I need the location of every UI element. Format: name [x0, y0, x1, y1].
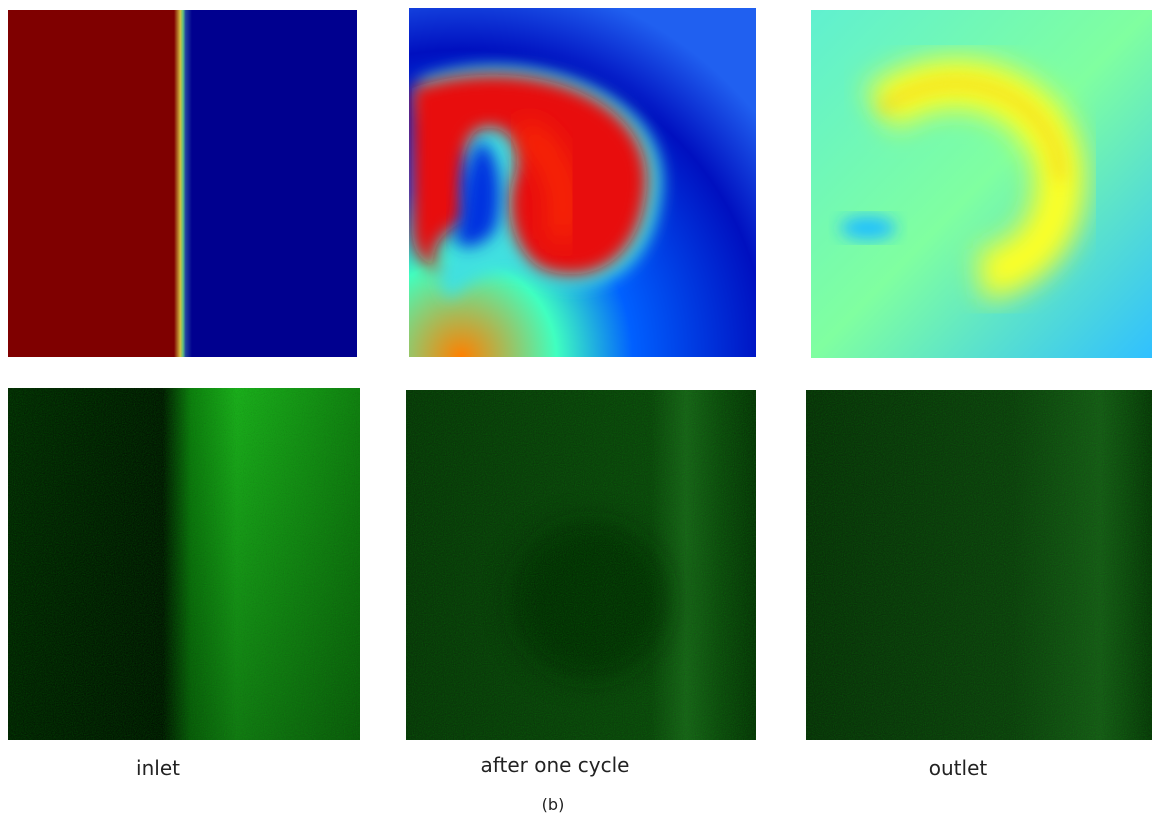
panel-label: after one cycle: [481, 753, 630, 777]
sim-outlet: [811, 10, 1152, 358]
panel-label: inlet: [136, 756, 180, 780]
caption: (b): [542, 795, 565, 814]
sim-cycle: [409, 8, 756, 357]
exp-cycle: [406, 390, 756, 740]
exp-outlet: [806, 390, 1152, 740]
figure: inlet after one cycle outlet (b): [0, 0, 1152, 818]
sim-inlet: [8, 10, 357, 357]
panel-label: outlet: [929, 756, 988, 780]
page: {"panels": [{"label": "inlet"}, {"label"…: [0, 0, 1152, 818]
exp-inlet: [8, 388, 360, 740]
